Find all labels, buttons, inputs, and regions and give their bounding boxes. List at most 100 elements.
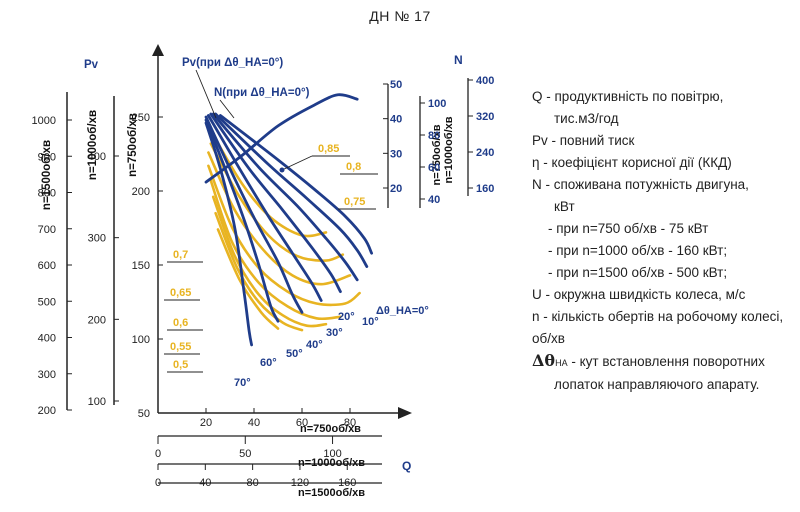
efficiency-curve-0,65 — [209, 179, 342, 321]
y-axis-arrow — [152, 44, 164, 56]
pv-curve-label: Pv(при Δθ_НА=0°) — [182, 57, 283, 69]
n-axis-1000-title: n=1000об/хв — [443, 116, 455, 183]
pressure-curve-20° — [211, 112, 359, 282]
eff-leader — [281, 155, 313, 171]
n-axis-label: N — [454, 53, 463, 67]
efficiency-curve-0,55 — [214, 211, 304, 332]
n750-tick-label: 30 — [390, 148, 402, 160]
legend-dtheta: ΔθНА - кут встановлення поворотних — [532, 350, 794, 374]
legend-n: N - споживана потужність двигуна, — [532, 177, 749, 192]
y1500-tick-label: 600 — [38, 260, 56, 272]
x750-tick-label: 80 — [344, 417, 356, 429]
legend-q: Q - продуктивність по повітрю, — [532, 89, 724, 104]
angle-label-50: 50° — [286, 348, 303, 360]
pressure-curve-30° — [209, 112, 342, 293]
x750-tick-label: 60 — [296, 417, 308, 429]
pressure-curves — [204, 93, 373, 347]
y1000-tick-label: 400 — [88, 151, 106, 163]
y1500-tick-label: 400 — [38, 333, 56, 345]
angle-label-40: 40° — [306, 339, 323, 351]
n1500-tick-label: 320 — [476, 111, 494, 123]
x1500-tick-label: 0 — [155, 477, 161, 489]
y1500-tick-label: 1000 — [32, 115, 56, 127]
legend-pv: Pv - повний тиск — [532, 133, 635, 148]
y-axis-title-0: n=1500об/хв — [41, 140, 53, 210]
axes-layer: 2003004005006007008009001000100200300400… — [32, 44, 494, 499]
x750-tick-label: 20 — [200, 417, 212, 429]
y750-tick-label: 100 — [132, 334, 150, 346]
eff-label: 0,5 — [173, 359, 188, 371]
dtheta-symbol: Δθ — [532, 351, 556, 370]
y1500-tick-label: 200 — [38, 405, 56, 417]
y1000-tick-label: 200 — [88, 314, 106, 326]
pv-axis-label: Pv — [84, 59, 99, 71]
y1500-tick-label: 900 — [38, 151, 56, 163]
eff-label: 0,6 — [173, 317, 188, 329]
x-axis-title-0: n=750об/хв — [300, 423, 361, 435]
n750-tick-label: 40 — [390, 114, 402, 126]
eff-label: 0,7 — [173, 249, 188, 261]
n1000-tick-label: 60 — [428, 162, 440, 174]
n1500-tick-label: 240 — [476, 147, 494, 159]
eff-label: 0,55 — [170, 341, 191, 353]
x-axis-title-2: n=1500об/хв — [298, 487, 365, 499]
eff-leader-dot — [279, 167, 285, 173]
pressure-curve-10° — [214, 112, 369, 268]
n1000-tick-label: 100 — [428, 98, 446, 110]
legend-u: U - окружна швидкість колеса, м/с — [532, 287, 746, 302]
y750-tick-label: 50 — [138, 408, 150, 420]
x-axis-arrow — [398, 407, 412, 419]
x1000-tick-label: 100 — [323, 448, 341, 460]
x1500-tick-label: 120 — [291, 477, 309, 489]
legend-power-750: - при n=750 об/хв - 75 кВт — [548, 221, 709, 236]
eff-label: 0,85 — [318, 143, 339, 155]
angle-label-0: Δθ_НА=0° — [376, 305, 429, 317]
n1500-tick-label: 400 — [476, 75, 494, 87]
n-curve-label: N(при Δθ_НА=0°) — [214, 87, 310, 99]
x750-tick-label: 40 — [248, 417, 260, 429]
dtheta-text: - кут встановлення поворотних — [571, 354, 765, 369]
n1500-tick-label: 160 — [476, 183, 494, 195]
legend-nrev: n - кількість обертів на робочому колесі… — [532, 309, 784, 324]
legend-power-1000: - при n=1000 об/хв - 160 кВт; — [548, 243, 728, 258]
n-axis-750-title: n=750об/хв — [431, 124, 443, 185]
legend-n-unit: кВт — [554, 199, 575, 214]
pressure-curve-40° — [207, 114, 323, 302]
dtheta-sub: НА — [555, 358, 568, 368]
angle-label-10: 10° — [362, 316, 379, 328]
efficiency-curve-0,8 — [209, 142, 345, 262]
legend-dtheta-line2: лопаток направляючого апарату. — [554, 377, 760, 392]
eff-label: 0,65 — [170, 287, 191, 299]
angle-label-60: 60° — [260, 357, 277, 369]
x-axis-title-1: n=1000об/хв — [298, 457, 365, 469]
legend: Q - продуктивність по повітрю, тис.м3/го… — [532, 86, 794, 396]
y1500-tick-label: 500 — [38, 296, 56, 308]
eff-label: 0,75 — [344, 196, 365, 208]
angle-label-20: 20° — [338, 311, 355, 323]
y-axis-title-2: n=750об/хв — [127, 113, 139, 177]
x1500-tick-label: 80 — [247, 477, 259, 489]
q-axis-label: Q — [402, 459, 411, 473]
n-leader — [219, 99, 235, 119]
y1500-tick-label: 300 — [38, 369, 56, 381]
angle-label-30: 30° — [326, 327, 343, 339]
eff-label: 0,8 — [346, 161, 361, 173]
angle-label-70: 70° — [234, 377, 251, 389]
legend-q-unit: тис.м3/год — [554, 111, 619, 126]
y750-tick-label: 200 — [132, 186, 150, 198]
efficiency-curve-0,7 — [207, 164, 361, 307]
pressure-curve-70° — [204, 121, 253, 347]
y1000-tick-label: 300 — [88, 233, 106, 245]
y1000-tick-label: 100 — [88, 396, 106, 408]
x1500-tick-label: 40 — [199, 477, 211, 489]
y750-tick-label: 250 — [132, 112, 150, 124]
chart-labels: 0,7 0,65 0,6 0,55 0,5 0,85 0,8 0,75 Pv(при Δθ_НА… — [164, 57, 429, 389]
pressure-curve-0° — [219, 114, 373, 255]
y-axis-title-1: n=1000об/хв — [87, 110, 99, 180]
n1000-tick-label: 40 — [428, 194, 440, 206]
x1500-tick-label: 160 — [338, 477, 356, 489]
n750-tick-label: 20 — [390, 183, 402, 195]
pv-leader — [195, 69, 217, 119]
n750-tick-label: 50 — [390, 79, 402, 91]
